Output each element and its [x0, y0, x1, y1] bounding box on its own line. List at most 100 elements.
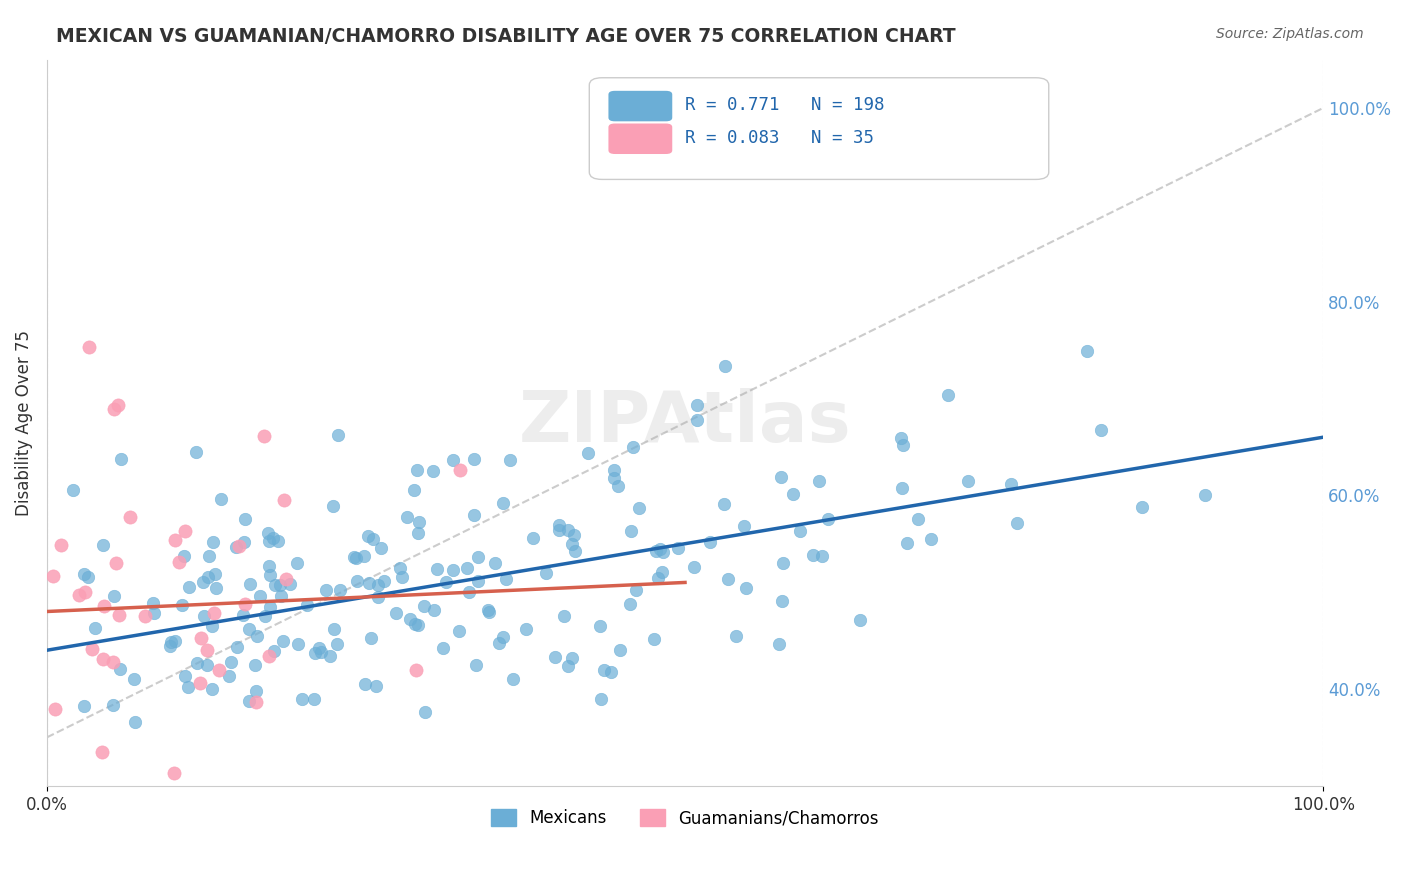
Point: [589, 618, 612, 632]
Point: [329, 582, 352, 597]
Point: [62, 483, 84, 497]
Point: [233, 512, 256, 526]
Point: [502, 672, 524, 686]
Point: [385, 606, 408, 620]
Point: [186, 656, 208, 670]
Point: [770, 594, 793, 608]
Point: [344, 550, 367, 565]
Point: [643, 632, 665, 647]
Point: [644, 544, 666, 558]
FancyBboxPatch shape: [589, 78, 1049, 179]
Point: [103, 698, 125, 713]
Point: [890, 481, 912, 495]
Point: [308, 640, 330, 655]
Point: [165, 533, 187, 547]
Point: [808, 475, 831, 489]
Point: [717, 572, 740, 586]
Point: [225, 540, 247, 554]
Point: [103, 655, 125, 669]
Point: [619, 597, 641, 611]
Point: [395, 510, 418, 524]
Point: [190, 631, 212, 645]
Point: [484, 556, 506, 570]
Point: [373, 574, 395, 588]
Point: [174, 669, 197, 683]
Point: [197, 570, 219, 584]
Point: [134, 608, 156, 623]
Point: [404, 616, 426, 631]
Point: [235, 597, 257, 611]
Point: [271, 634, 294, 648]
Point: [270, 589, 292, 603]
Point: [561, 537, 583, 551]
Point: [357, 576, 380, 591]
Point: [457, 585, 479, 599]
Point: [77, 340, 100, 354]
Point: [103, 401, 125, 416]
Point: [239, 577, 262, 591]
Point: [492, 496, 515, 510]
Point: [609, 643, 631, 657]
Point: [789, 524, 811, 538]
Point: [259, 599, 281, 614]
FancyBboxPatch shape: [609, 91, 672, 121]
Point: [592, 663, 614, 677]
Point: [204, 567, 226, 582]
Point: [434, 574, 457, 589]
Point: [257, 534, 280, 549]
Point: [651, 545, 673, 559]
Point: [184, 445, 207, 459]
Point: [733, 519, 755, 533]
Point: [357, 529, 380, 543]
Point: [254, 609, 277, 624]
Point: [449, 463, 471, 477]
Point: [557, 523, 579, 537]
Point: [391, 569, 413, 583]
Point: [202, 535, 225, 549]
Point: [354, 676, 377, 690]
Point: [238, 622, 260, 636]
Point: [591, 691, 613, 706]
Point: [219, 655, 242, 669]
Point: [167, 555, 190, 569]
Point: [328, 428, 350, 442]
Point: [322, 499, 344, 513]
Point: [364, 680, 387, 694]
Point: [173, 549, 195, 563]
Point: [811, 549, 834, 564]
Point: [1194, 488, 1216, 502]
Point: [896, 535, 918, 549]
Point: [624, 582, 647, 597]
Point: [291, 692, 314, 706]
Point: [67, 588, 90, 602]
Point: [432, 641, 454, 656]
Point: [564, 527, 586, 541]
Point: [162, 766, 184, 780]
Point: [890, 431, 912, 445]
Point: [544, 650, 567, 665]
Point: [353, 549, 375, 563]
Point: [311, 645, 333, 659]
Point: [107, 398, 129, 412]
Point: [304, 646, 326, 660]
Legend: Mexicans, Guamanians/Chamorros: Mexicans, Guamanians/Chamorros: [482, 801, 887, 836]
Point: [441, 563, 464, 577]
Point: [478, 605, 501, 619]
Point: [406, 525, 429, 540]
Point: [75, 584, 97, 599]
Point: [920, 533, 942, 547]
Point: [142, 596, 165, 610]
Point: [325, 637, 347, 651]
Point: [263, 578, 285, 592]
Point: [1090, 423, 1112, 437]
Point: [406, 618, 429, 632]
Point: [1005, 516, 1028, 531]
Point: [682, 560, 704, 574]
Point: [193, 608, 215, 623]
Point: [172, 598, 194, 612]
Point: [124, 715, 146, 730]
Point: [426, 562, 449, 576]
Point: [228, 539, 250, 553]
Point: [422, 464, 444, 478]
Point: [110, 452, 132, 467]
